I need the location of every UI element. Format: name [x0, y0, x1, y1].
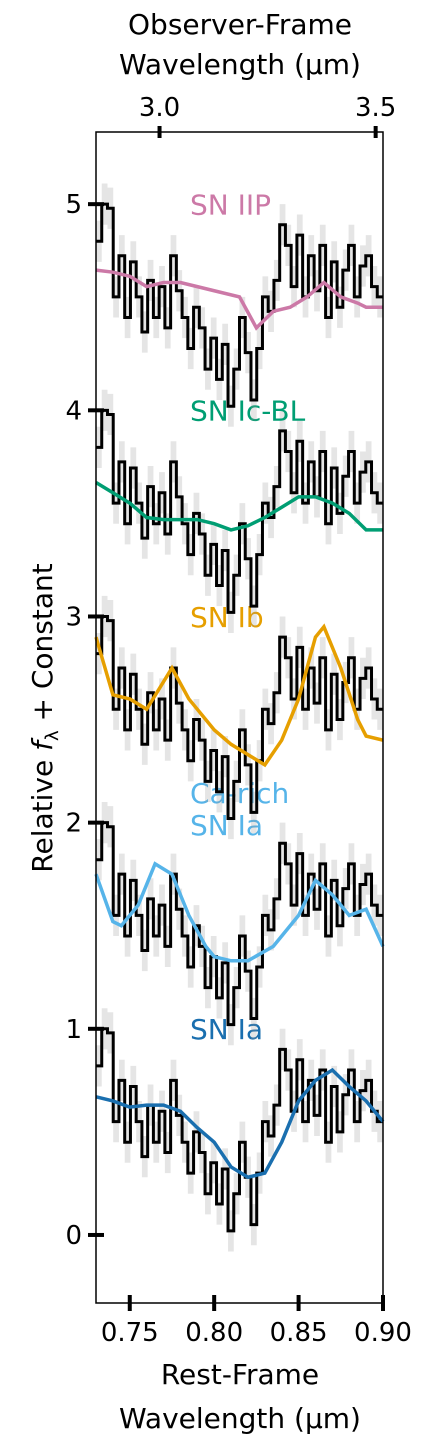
x-tick-label: 0.90 [354, 1318, 412, 1348]
x2-tick-label: 3.0 [139, 93, 180, 123]
template-line [94, 861, 385, 963]
template-line [95, 1067, 385, 1180]
y-label-part: λ [42, 730, 63, 741]
observed-spectrum [96, 202, 383, 408]
legend-label: SN IIP [190, 188, 271, 221]
x-tick-label: 0.75 [101, 1318, 159, 1348]
y-tick-label: 0 [65, 1221, 82, 1251]
template-line [95, 268, 383, 331]
y-tick-label: 2 [65, 809, 82, 839]
y-tick-label: 5 [65, 190, 82, 220]
legend-label: SN Ic-BL [190, 395, 306, 428]
x2-label: Observer-Frame [128, 8, 352, 41]
x-label: Wavelength (μm) [119, 1402, 361, 1435]
y-label-part: + Constant [26, 563, 59, 730]
error-band [96, 389, 383, 633]
y-tick-label: 4 [65, 396, 82, 426]
plot-frame [95, 131, 384, 1304]
x2-tick-label: 3.5 [355, 93, 396, 123]
x-tick-label: 0.85 [270, 1318, 328, 1348]
error-band [96, 183, 383, 427]
y-tick-label: 3 [65, 602, 82, 632]
x2-label: Wavelength (μm) [119, 48, 361, 81]
observed-spectrum [96, 614, 383, 821]
template-line [95, 480, 383, 532]
y-label-part: Relative [26, 751, 59, 873]
template-line [94, 623, 384, 768]
observed-spectrum [96, 1027, 383, 1233]
error-band [96, 802, 383, 1046]
observed-spectrum [96, 408, 383, 614]
error-band [96, 1008, 383, 1252]
y-label: Relative fλ + Constant [26, 563, 63, 873]
y-tick-label: 1 [65, 1015, 82, 1045]
x-tick-label: 0.80 [185, 1318, 243, 1348]
x-label: Rest-Frame [161, 1358, 319, 1391]
